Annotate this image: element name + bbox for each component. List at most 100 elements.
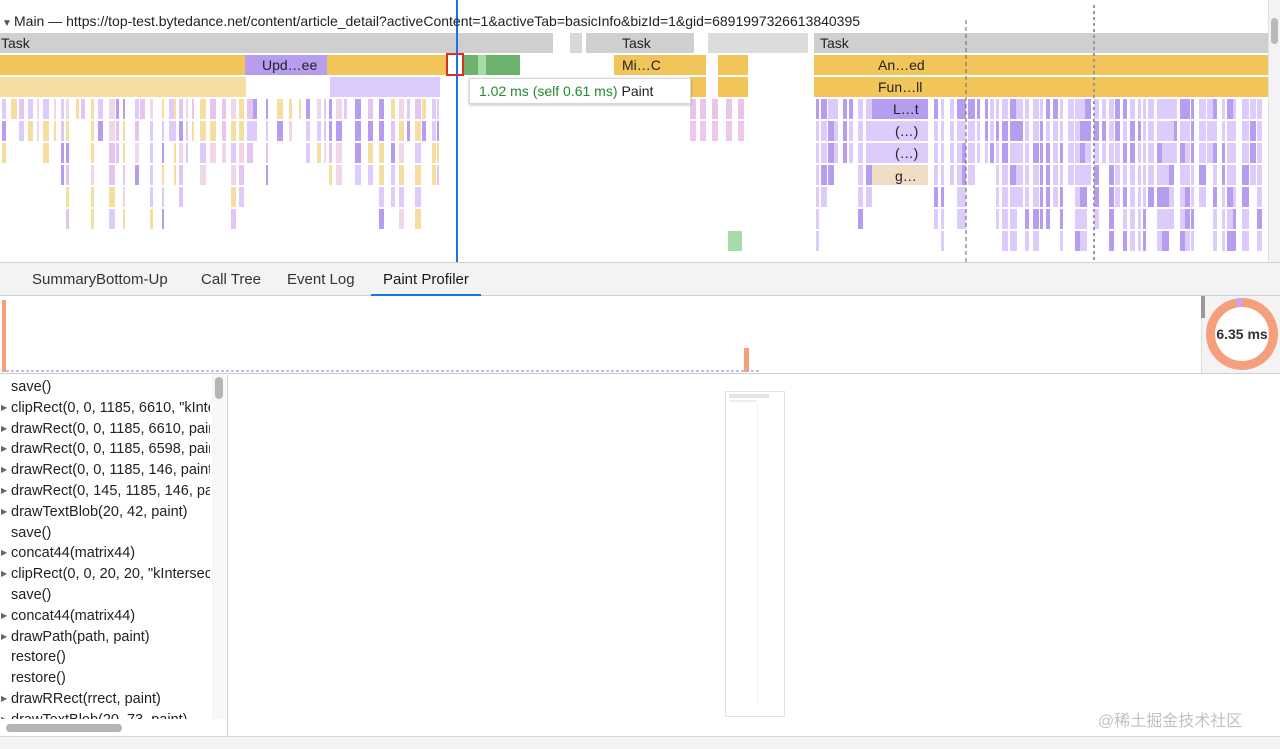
flame-event[interactable] [1143, 187, 1146, 207]
flame-event[interactable] [253, 99, 257, 119]
flame-event[interactable] [1227, 165, 1234, 185]
flame-event[interactable] [422, 121, 426, 141]
flame-event[interactable] [174, 121, 176, 141]
flame-event[interactable] [858, 143, 863, 163]
paint-profiler-bars[interactable] [0, 296, 1201, 374]
flame-event[interactable] [1213, 143, 1217, 163]
paint-command-bar[interactable] [2, 300, 6, 372]
flame-event[interactable] [985, 143, 988, 163]
flame-event[interactable] [843, 121, 847, 141]
flame-event[interactable] [1080, 187, 1087, 207]
flame-event[interactable] [1002, 209, 1008, 229]
flame-event[interactable] [1162, 209, 1169, 229]
flame-event[interactable] [1109, 143, 1114, 163]
flame-event[interactable] [1130, 165, 1135, 185]
flame-event[interactable] [11, 99, 17, 119]
expand-arrow-icon[interactable]: ▶ [1, 569, 8, 579]
flame-event[interactable] [941, 187, 944, 207]
flame-event[interactable] [432, 165, 436, 185]
flame-event[interactable] [1010, 143, 1017, 163]
flame-event[interactable] [1046, 187, 1050, 207]
flame-event[interactable] [1222, 99, 1225, 119]
flame-event[interactable] [1174, 143, 1177, 163]
flame-event[interactable] [200, 143, 206, 163]
flame-event[interactable] [317, 121, 321, 141]
flame-event[interactable] [1109, 121, 1114, 141]
flame-event[interactable] [1227, 187, 1234, 207]
rendering-event[interactable] [872, 121, 928, 141]
flame-event[interactable] [834, 143, 838, 163]
flame-event[interactable] [437, 165, 439, 185]
flame-event[interactable] [239, 165, 244, 185]
flame-event[interactable] [1191, 99, 1194, 119]
expand-arrow-icon[interactable]: ▶ [1, 465, 8, 475]
flame-event[interactable] [843, 99, 847, 119]
flame-event[interactable] [957, 121, 963, 141]
command-row[interactable]: restore() [0, 647, 210, 668]
command-row[interactable]: ▶ drawRect(0, 0, 1185, 6598, paint) [0, 439, 210, 460]
tab-summary[interactable]: Summary [32, 271, 97, 288]
flame-event[interactable] [1174, 121, 1177, 141]
flame-event[interactable] [174, 165, 176, 185]
flame-event[interactable] [1040, 209, 1043, 229]
flame-event[interactable] [1123, 187, 1127, 207]
flame-event[interactable] [1180, 231, 1186, 251]
flame-event[interactable] [712, 121, 718, 141]
flame-event[interactable] [179, 99, 183, 119]
task-bar[interactable] [0, 33, 553, 53]
flame-event[interactable] [1094, 99, 1099, 119]
flame-event[interactable] [816, 187, 819, 207]
flame-event[interactable] [306, 99, 310, 119]
flame-event[interactable] [231, 187, 236, 207]
flame-event[interactable] [37, 121, 39, 141]
scripting-event[interactable] [872, 165, 928, 185]
timeline-window-handle[interactable] [1201, 296, 1205, 318]
flame-event[interactable] [1222, 231, 1225, 251]
flame-event[interactable] [990, 143, 994, 163]
flame-event[interactable] [379, 187, 384, 207]
flame-event[interactable] [179, 187, 183, 207]
flame-event[interactable] [123, 121, 125, 141]
flame-event[interactable] [1250, 165, 1256, 185]
flame-event[interactable] [247, 99, 253, 119]
flame-event[interactable] [1250, 99, 1256, 119]
task-bar[interactable] [570, 33, 582, 53]
flame-event[interactable] [379, 99, 384, 119]
flame-event[interactable] [355, 121, 361, 141]
flame-event[interactable] [150, 165, 153, 185]
flame-event[interactable] [1046, 209, 1050, 229]
flame-event[interactable] [690, 99, 696, 119]
flame-event[interactable] [150, 187, 153, 207]
flame-event[interactable] [1075, 143, 1082, 163]
flame-event[interactable] [866, 121, 872, 141]
flame-event[interactable] [1060, 99, 1063, 119]
flame-event[interactable] [1060, 209, 1063, 229]
flame-event[interactable] [828, 165, 834, 185]
scripting-event[interactable] [718, 77, 748, 97]
flame-event[interactable] [1046, 165, 1050, 185]
flame-event[interactable] [379, 143, 384, 163]
flame-event[interactable] [1080, 209, 1087, 229]
flame-event[interactable] [1157, 165, 1163, 185]
flame-event[interactable] [37, 99, 39, 119]
painting-event[interactable] [728, 231, 742, 251]
flame-event[interactable] [399, 209, 404, 229]
flame-event[interactable] [1109, 231, 1114, 251]
flame-event[interactable] [91, 99, 94, 119]
flame-event[interactable] [192, 121, 194, 141]
flame-event[interactable] [957, 209, 963, 229]
flame-event[interactable] [1002, 165, 1008, 185]
flame-event[interactable] [66, 209, 69, 229]
tab-paint-profiler[interactable]: Paint Profiler [371, 263, 481, 296]
flame-event[interactable] [1002, 231, 1008, 251]
triangle-down-icon[interactable]: ▼ [2, 18, 12, 29]
flame-event[interactable] [1222, 143, 1225, 163]
flame-event[interactable] [1199, 187, 1206, 207]
flame-event[interactable] [1185, 165, 1190, 185]
flame-event[interactable] [174, 143, 176, 163]
flame-event[interactable] [968, 143, 975, 163]
flame-event[interactable] [1002, 187, 1008, 207]
flame-event[interactable] [317, 99, 321, 119]
expand-arrow-icon[interactable]: ▶ [1, 423, 8, 433]
flame-event[interactable] [1233, 209, 1236, 229]
